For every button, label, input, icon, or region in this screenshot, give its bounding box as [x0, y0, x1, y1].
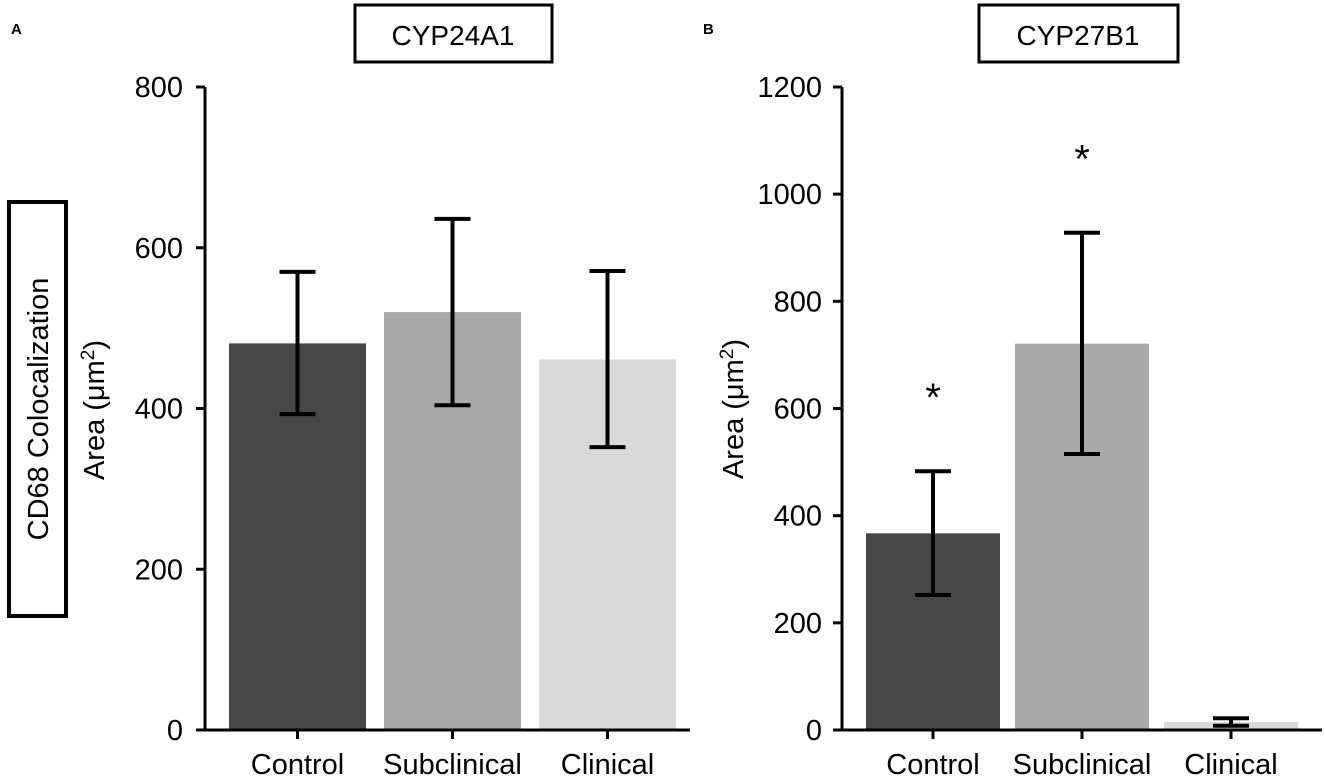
error-bars — [279, 216, 626, 450]
y-axis-label-prefix: Area (μm — [718, 359, 750, 479]
significance-marks: ** — [925, 138, 1090, 420]
row-label: CD68 Colocalization — [7, 200, 68, 618]
y-tick-label: 0 — [167, 715, 183, 747]
x-tick-labels: Control Subclinical Clinical — [251, 749, 654, 780]
y-tick-label: 400 — [774, 501, 822, 533]
panel-b: B CYP27B1 Area (μm2) 0 200 400 600 800 1000 12… — [703, 3, 1322, 780]
significance-mark: * — [925, 376, 941, 420]
y-axis-label: Area (μm2) — [717, 339, 751, 479]
y-tick-label: 200 — [774, 608, 822, 640]
y-tick-label: 800 — [135, 72, 183, 104]
y-tick-label: 1200 — [757, 72, 822, 104]
title-box — [977, 3, 1180, 64]
x-tick-label: Control — [886, 749, 980, 780]
x-tick-label: Clinical — [1184, 749, 1277, 780]
row-label-text: CD68 Colocalization — [23, 278, 55, 541]
axes — [203, 87, 690, 732]
y-tick-label: 1000 — [757, 179, 822, 211]
axes — [840, 87, 1322, 732]
chart-title: CYP24A1 — [392, 20, 515, 51]
x-tick-labels: Control Subclinical Clinical — [886, 749, 1277, 780]
panel-letter: A — [11, 21, 22, 38]
bars — [229, 312, 676, 730]
x-tick-label: Control — [251, 749, 345, 780]
y-tick-labels: 0 200 400 600 800 1000 1200 — [757, 72, 1233, 747]
y-axis-label-prefix: Area (μm — [79, 360, 111, 480]
error-bars — [915, 230, 1249, 728]
bars — [866, 343, 1298, 730]
y-axis-label-sup: 2 — [717, 349, 738, 360]
y-tick-label: 0 — [806, 715, 822, 747]
y-tick-label: 600 — [135, 233, 183, 265]
y-tick-label: 600 — [774, 394, 822, 426]
x-tick-label: Subclinical — [383, 749, 522, 780]
title-box — [353, 3, 554, 64]
y-axis-label-sup: 2 — [78, 350, 99, 361]
y-tick-label: 800 — [774, 286, 822, 318]
y-axis-label: Area (μm2) — [78, 340, 112, 480]
x-tick-label: Subclinical — [1013, 749, 1152, 780]
y-tick-labels: 0 200 400 600 800 — [135, 72, 609, 747]
y-axis-label-suffix: ) — [79, 340, 111, 350]
panel-letter: B — [703, 21, 714, 38]
y-tick-label: 200 — [135, 554, 183, 586]
significance-mark: * — [1074, 138, 1090, 182]
row-label-box — [7, 200, 68, 618]
chart-title: CYP27B1 — [1017, 20, 1140, 51]
y-axis-label-suffix: ) — [718, 339, 750, 349]
y-tick-label: 400 — [135, 394, 183, 426]
x-tick-label: Clinical — [561, 749, 654, 780]
panel-a: A CYP24A1 Area (μm2) 0 200 400 600 800 Contr… — [11, 3, 690, 780]
